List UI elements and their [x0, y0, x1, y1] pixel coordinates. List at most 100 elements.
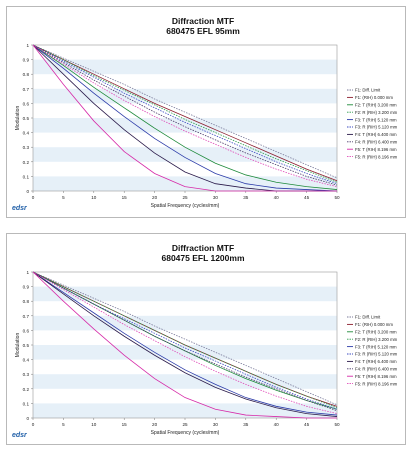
- mtf-chart-panel-1200mm: Diffraction MTF 680475 EFL 1200mm 0 0.1 0.2 0…: [6, 233, 406, 445]
- x-tick-label: 20: [152, 422, 158, 427]
- y-tick-label: 0: [26, 416, 29, 421]
- x-tick-label: 50: [334, 195, 340, 200]
- x-tick-label: 15: [122, 422, 128, 427]
- legend-entry: F4: T (RIH) 6.400 mm: [355, 132, 397, 137]
- y-tick-label: 0.2: [23, 387, 30, 392]
- x-tick-label: 25: [182, 195, 188, 200]
- y-tick-label: 0.1: [23, 401, 30, 406]
- legend-entry: F4: R (RIH) 6.400 mm: [355, 367, 398, 372]
- grid-band: [33, 345, 337, 360]
- x-tick-label: 30: [213, 422, 219, 427]
- y-tick-label: 0.7: [23, 87, 30, 92]
- legend-entry: F1: Diff. Limit: [355, 315, 381, 320]
- legend-entry: F3: R (RIH) 5.120 mm: [355, 125, 398, 130]
- x-tick-label: 35: [243, 422, 249, 427]
- y-tick-label: 0.9: [23, 285, 30, 290]
- y-tick-label: 0.8: [23, 72, 30, 77]
- grid-band: [33, 59, 337, 75]
- legend-entry: F4: R (RIH) 6.400 mm: [355, 140, 398, 145]
- brand-logo: edsr: [12, 432, 28, 439]
- y-tick-label: 0.4: [23, 131, 30, 136]
- legend-entry: F4: T (RIH) 6.400 mm: [355, 359, 397, 364]
- chart-subtitle: 680475 EFL 1200mm: [161, 253, 244, 263]
- grid-band: [33, 286, 337, 302]
- x-tick-label: 45: [304, 422, 310, 427]
- grid-band: [33, 374, 337, 389]
- legend-entry: F3: T (RIH) 5.120 mm: [355, 344, 397, 349]
- legend-entry: F2: T (RIH) 3.200 mm: [355, 330, 397, 335]
- series-line-4: [32, 44, 338, 183]
- grid-band: [33, 176, 337, 191]
- legend-entry: F1: Diff. Limit: [355, 88, 381, 93]
- brand-logo: edsr: [12, 205, 28, 212]
- legend-entry: F1: (RIH) 0.000 mm: [355, 95, 393, 100]
- y-tick-label: 0.6: [23, 101, 30, 106]
- x-tick-label: 5: [62, 195, 65, 200]
- x-tick-label: 20: [152, 195, 158, 200]
- series-line-9: [32, 44, 337, 192]
- series-line-4: [32, 271, 338, 409]
- legend-entry: F2: T (RIH) 3.200 mm: [355, 103, 397, 108]
- series-line-10: [32, 44, 338, 188]
- legend-entry: F3: R (RIH) 5.120 mm: [355, 352, 398, 357]
- y-tick-label: 1: [26, 43, 29, 48]
- x-tick-label: 0: [32, 195, 35, 200]
- mtf-chart-panel-95mm: Diffraction MTF 680475 EFL 95mm 0 0.1 0.2 0.3…: [6, 6, 406, 218]
- y-tick-label: 0.3: [23, 145, 30, 150]
- legend-entry: F5: R (RIH) 8.196 mm: [355, 381, 398, 386]
- x-tick-label: 45: [304, 195, 310, 200]
- x-tick-label: 10: [91, 195, 97, 200]
- x-tick-label: 0: [32, 422, 35, 427]
- grid-band: [33, 403, 337, 418]
- series-line-8: [32, 271, 338, 412]
- legend-entry: F5: T (RIH) 8.196 mm: [355, 147, 397, 152]
- chart-title: Diffraction MTF: [172, 16, 234, 26]
- y-tick-label: 0.5: [23, 343, 30, 348]
- y-tick-label: 0.5: [23, 116, 30, 121]
- x-tick-label: 25: [182, 422, 188, 427]
- grid-band: [33, 147, 337, 162]
- y-tick-label: 0.7: [23, 314, 30, 319]
- x-tick-label: 50: [334, 422, 340, 427]
- legend-entry: F5: T (RIH) 8.196 mm: [355, 374, 397, 379]
- grid-band: [33, 118, 337, 133]
- x-tick-label: 30: [213, 195, 219, 200]
- x-tick-label: 5: [62, 422, 65, 427]
- y-tick-label: 0: [26, 189, 29, 194]
- series-line-7: [32, 271, 338, 417]
- series-line-5: [32, 44, 338, 192]
- legend-entry: F2: R (RIH) 3.200 mm: [355, 110, 398, 115]
- y-tick-label: 0.2: [23, 160, 30, 165]
- series-line-9: [32, 271, 337, 419]
- chart-title: Diffraction MTF: [172, 243, 234, 253]
- series-line-6: [32, 44, 338, 185]
- legend-entry: F1: (RIH) 0.000 mm: [355, 322, 393, 327]
- x-tick-label: 40: [274, 195, 280, 200]
- y-tick-label: 0.1: [23, 174, 30, 179]
- x-tick-label: 10: [91, 422, 97, 427]
- chart-subtitle: 680475 EFL 95mm: [166, 26, 240, 36]
- y-tick-label: 0.4: [23, 358, 30, 363]
- legend-entry: F2: R (RIH) 3.200 mm: [355, 337, 398, 342]
- y-tick-label: 1: [26, 270, 29, 275]
- series-line-1: [32, 44, 338, 179]
- x-axis-label: Spatial Frequency (cycles/mm): [151, 430, 220, 436]
- series-line-1: [32, 271, 338, 406]
- x-tick-label: 40: [274, 422, 280, 427]
- y-axis-label: Modulation: [15, 333, 21, 358]
- x-axis-label: Spatial Frequency (cycles/mm): [151, 203, 220, 209]
- y-tick-label: 0.9: [23, 58, 30, 63]
- x-tick-label: 15: [122, 195, 128, 200]
- series-line-2: [32, 44, 338, 182]
- series-line-3: [32, 44, 338, 190]
- legend-entry: F5: R (RIH) 8.196 mm: [355, 154, 398, 159]
- grid-band: [33, 315, 337, 331]
- series-line-10: [32, 271, 338, 415]
- series-line-5: [32, 271, 338, 416]
- legend-entry: F3: T (RIH) 5.120 mm: [355, 117, 397, 122]
- y-tick-label: 0.3: [23, 372, 30, 377]
- y-tick-label: 0.6: [23, 328, 30, 333]
- x-tick-label: 35: [243, 195, 249, 200]
- y-tick-label: 0.8: [23, 299, 30, 304]
